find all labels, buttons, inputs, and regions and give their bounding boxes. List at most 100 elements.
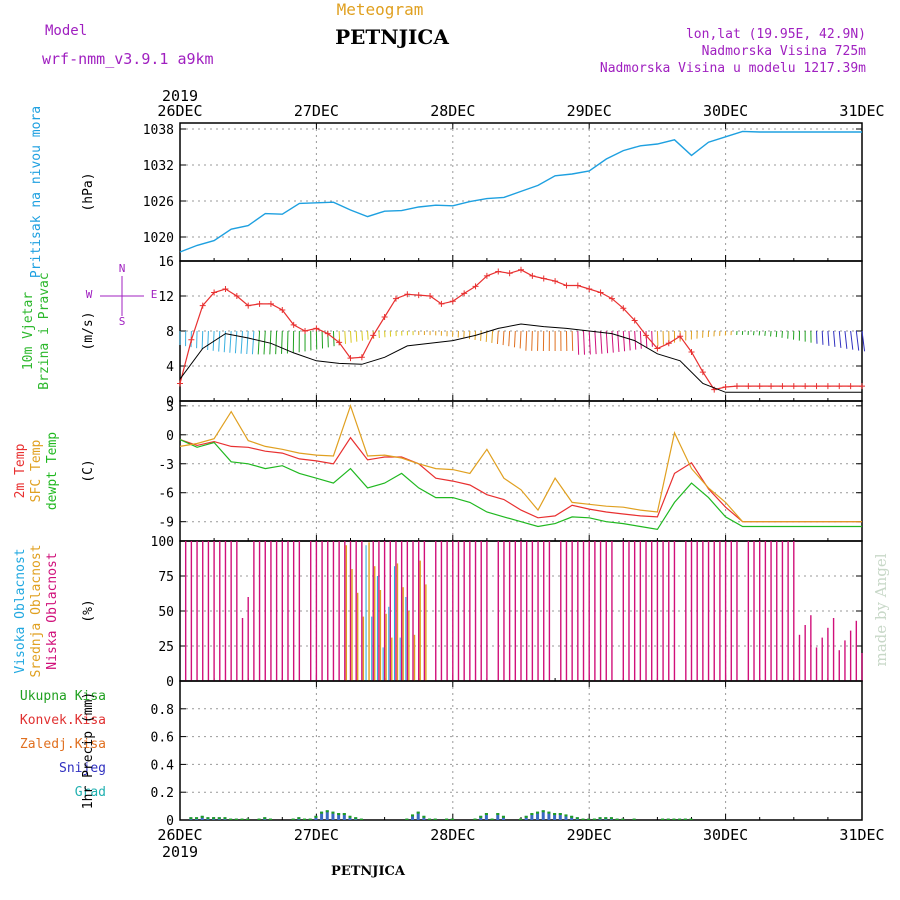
panel-pressure: 1038 1032 1026 1020 Pritisak na nivou mora (h… <box>29 106 863 278</box>
footer-station: PETNJICA <box>331 864 406 879</box>
precip-bar-top <box>325 810 329 813</box>
wind-direction-barb <box>201 330 204 350</box>
made-by-label: made by Angel <box>872 553 890 666</box>
wind-speed-marker <box>756 383 763 390</box>
wind-speed-marker <box>256 300 263 307</box>
wind-direction-barb <box>519 330 522 349</box>
y-tick-label: 8 <box>166 325 174 340</box>
wind-speed-marker <box>347 355 354 362</box>
wind-direction-barb <box>764 330 766 336</box>
precip-bar <box>536 811 540 820</box>
wind-speed-marker <box>506 270 513 277</box>
wind-direction-barb <box>861 330 866 352</box>
wind-direction-barb <box>344 330 347 344</box>
precip-bar <box>558 813 562 820</box>
y-tick-label: -3 <box>158 458 174 473</box>
wind-direction-barb <box>639 330 642 349</box>
wind-speed-marker <box>779 383 786 390</box>
y-tick-label: 0 <box>166 395 174 410</box>
y-unit-label: (m/s) <box>81 311 96 350</box>
wind-speed-marker <box>290 321 297 328</box>
wind-speed-marker <box>699 369 706 376</box>
y-axis-label: 10m Vjetar <box>21 292 36 370</box>
y-axis-label: 2m Temp <box>13 443 28 498</box>
dewpt-temp-line <box>179 439 862 531</box>
wind-direction-barb <box>628 330 631 351</box>
precip-bar-top <box>683 818 687 820</box>
station-title: PETNJICA <box>335 25 449 49</box>
precip-bar <box>342 813 346 820</box>
wind-speed-marker <box>768 383 775 390</box>
precip-bar-top <box>331 811 335 814</box>
precip-bar-top <box>450 818 454 820</box>
wind-speed-marker <box>302 328 309 334</box>
y-tick-label: 1020 <box>143 231 174 246</box>
y-axis-label: Srednja Oblacnost <box>29 544 44 677</box>
wind-speed-marker <box>518 266 524 273</box>
wind-direction-barb <box>355 330 358 342</box>
wind-direction-barb <box>223 330 226 353</box>
top-x-tick-27DEC: 27DEC <box>294 102 339 120</box>
precip-bar-top <box>581 818 585 820</box>
wind-speed-marker <box>722 384 729 390</box>
wind-speed-marker <box>677 333 684 340</box>
y-tick-label: 0.6 <box>151 731 174 746</box>
wind-direction-barb <box>218 330 221 352</box>
wind-direction-barb <box>350 330 352 343</box>
precip-bar-top <box>496 813 500 816</box>
y-unit-label: (C) <box>81 459 96 482</box>
wind-direction-barb <box>496 330 499 345</box>
precip-legend-label: Snijeg <box>59 761 106 776</box>
precip-bar-top <box>217 817 221 820</box>
precip-bar-top <box>621 818 625 820</box>
precip-bar-top <box>689 818 693 820</box>
precip-bar-top <box>609 817 613 820</box>
y-tick-label: 16 <box>158 255 174 270</box>
wind-speed-marker <box>461 290 468 297</box>
y-unit-label: (hPa) <box>81 172 96 211</box>
panel-frame <box>179 400 863 542</box>
wind-direction-barb <box>480 330 482 341</box>
precip-bar-top <box>268 818 272 820</box>
precip-legend-label: Konvek.Kisa <box>20 713 106 728</box>
wind-speed-marker <box>733 383 740 390</box>
bottom-x-tick-27DEC: 27DEC <box>294 826 339 844</box>
compass-east: E <box>151 288 158 301</box>
wind-direction-barb <box>240 330 244 354</box>
wind-direction-barb <box>634 330 637 350</box>
y-tick-label: 100 <box>151 535 174 550</box>
wind-direction-barb <box>571 330 574 351</box>
panel-precip: 0.8 0.6 0.4 0.2 0 Ukupna Kisa Konvek.Kisa Zaled… <box>20 680 863 829</box>
wind-speed-marker <box>745 383 752 390</box>
precip-bar <box>479 815 483 820</box>
wind-direction-barb <box>611 330 614 353</box>
precip-bar-top <box>189 817 193 820</box>
meteogram-label: Meteogram <box>337 0 424 19</box>
wind-speed-marker <box>847 383 854 390</box>
precip-bar-top <box>297 817 301 820</box>
wind-speed-marker <box>324 330 331 337</box>
y-axis-label: Niska Oblacnost <box>45 552 60 669</box>
wind-speed-marker <box>438 300 445 307</box>
precip-bar <box>320 811 324 820</box>
compass-south: S <box>119 315 126 328</box>
model-label: Model <box>45 23 87 39</box>
wind-speed-marker <box>358 354 365 361</box>
wind-speed-marker <box>392 295 399 302</box>
precip-bar-top <box>229 818 233 820</box>
precip-bar-top <box>678 818 682 820</box>
wind-speed-marker <box>495 268 502 275</box>
wind-speed-marker <box>177 380 183 387</box>
precip-bar-top <box>195 817 199 820</box>
precip-bar <box>422 815 426 820</box>
precip-bar <box>484 813 488 820</box>
precip-bar-top <box>234 818 238 820</box>
wind-direction-barb <box>770 330 772 337</box>
model-name: wrf-nmm_v3.9.1 a9km <box>42 50 214 68</box>
wind-speed-line <box>179 269 862 391</box>
precip-bar <box>348 815 352 820</box>
y-tick-label: 0 <box>166 675 174 690</box>
precip-bar <box>501 815 505 820</box>
precip-bar-top <box>416 811 420 814</box>
precip-bar-top <box>587 818 591 820</box>
